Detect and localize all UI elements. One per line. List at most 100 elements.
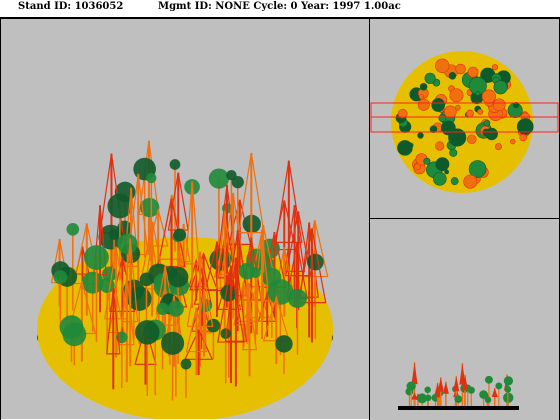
profile-ground-line: [398, 406, 519, 410]
broadleaf-crown: [167, 266, 189, 288]
perspective-canvas[interactable]: [1, 19, 369, 419]
conifer-crown: [233, 282, 254, 326]
plan-crown: [397, 140, 413, 156]
profile-conifer-crown: [453, 376, 460, 392]
plan-crown: [438, 114, 447, 122]
profile-broadleaf-crown: [479, 390, 488, 399]
plan-crown: [467, 134, 477, 145]
stand-id-label: Stand ID: 1036052: [18, 1, 124, 12]
conifer-crown: [184, 181, 200, 265]
conifer-crown: [238, 152, 265, 234]
broadleaf-crown: [117, 233, 138, 255]
plan-crown: [419, 82, 428, 91]
profile-broadleaf-crown: [484, 375, 493, 384]
broadleaf-crown: [66, 222, 80, 236]
conifer-crown: [254, 229, 270, 302]
plan-crown: [432, 171, 447, 186]
profile-conifer-crown: [411, 362, 418, 385]
profile-canvas[interactable]: [370, 219, 559, 420]
plan-crown: [483, 119, 491, 127]
perspective-view-pane[interactable]: [1, 19, 369, 419]
profile-broadleaf-crown: [417, 393, 428, 404]
conifer-crown: [242, 299, 258, 351]
conifer-crown: [227, 230, 249, 297]
broadleaf-crown: [180, 358, 192, 370]
profile-broadleaf-crown: [495, 382, 503, 390]
broadleaf-crown: [169, 159, 181, 170]
broadleaf-crown: [167, 300, 184, 317]
broadleaf-crown: [135, 320, 160, 345]
profile-conifer-crown: [442, 381, 449, 394]
conifer-crown: [284, 211, 312, 277]
plan-crown: [519, 133, 527, 142]
broadleaf-crown: [173, 228, 187, 242]
plan-crown: [481, 89, 496, 104]
conifer-crown: [217, 222, 236, 279]
frame-top: [0, 17, 560, 19]
plan-view-pane[interactable]: [370, 19, 559, 218]
profile-broadleaf-crown: [484, 396, 492, 404]
frame-left: [0, 19, 1, 420]
plan-crown: [449, 148, 458, 157]
broadleaf-crown: [267, 279, 294, 305]
conifer-crown: [217, 265, 245, 343]
plan-crown: [450, 177, 459, 186]
plan-crown: [423, 157, 431, 165]
plan-crown: [492, 98, 506, 112]
broadleaf-crown: [250, 267, 261, 279]
profile-broadleaf-crown: [504, 386, 512, 393]
broadleaf-crown: [127, 286, 152, 311]
plan-crown: [417, 98, 430, 111]
plan-crown: [429, 125, 438, 133]
plan-crown: [463, 174, 478, 189]
conifer-crown: [185, 307, 208, 353]
conifer-crown: [134, 324, 157, 365]
broadleaf-crown: [139, 272, 154, 287]
plan-crown: [494, 143, 502, 151]
plan-crown: [444, 169, 449, 175]
broadleaf-crown: [220, 284, 238, 302]
pane-divider-horizontal: [370, 218, 560, 219]
profile-conifer-crown: [437, 377, 444, 392]
broadleaf-crown: [307, 253, 324, 271]
profile-trees: [405, 362, 514, 406]
plan-crown: [418, 94, 425, 100]
status-header: Stand ID: 1036052 Mgmt ID: NONE Cycle: 0…: [0, 0, 560, 17]
broadleaf-crown: [231, 175, 244, 189]
plan-crown: [512, 101, 520, 109]
profile-broadleaf-crown: [454, 395, 463, 404]
profile-view-pane[interactable]: [370, 219, 559, 420]
plan-crown: [454, 104, 461, 111]
profile-broadleaf-crown: [424, 386, 431, 394]
plan-crown: [417, 132, 424, 139]
plan-crown: [455, 63, 466, 75]
perspective-trees: [50, 140, 329, 401]
profile-broadleaf-crown: [406, 381, 416, 391]
broadleaf-crown: [107, 193, 133, 219]
conifer-crown: [119, 274, 135, 346]
conifer-crown: [284, 204, 306, 272]
plan-crown: [468, 160, 487, 178]
plan-crown: [510, 138, 516, 145]
profile-conifer-crown: [411, 392, 418, 400]
profile-conifer-crown: [462, 374, 469, 391]
plan-crown: [397, 108, 408, 119]
plan-canvas[interactable]: [370, 19, 559, 218]
plan-crown: [435, 58, 450, 74]
plan-crown: [467, 66, 479, 78]
conifer-crown: [224, 257, 248, 342]
conifer-crown: [297, 228, 327, 304]
plan-crown: [477, 108, 484, 115]
broadleaf-crown: [156, 302, 169, 315]
broadleaf-crown: [140, 197, 160, 218]
plan-crown: [493, 80, 508, 95]
plan-crown: [448, 128, 467, 147]
plan-crown: [435, 141, 445, 151]
plan-crown: [431, 98, 446, 112]
broadleaf-crown: [146, 172, 157, 184]
plan-crown: [485, 127, 498, 141]
profile-conifer-crown: [459, 363, 466, 385]
broadleaf-crown: [160, 331, 185, 355]
broadleaf-crown: [208, 168, 230, 189]
conifer-crown: [106, 288, 121, 355]
